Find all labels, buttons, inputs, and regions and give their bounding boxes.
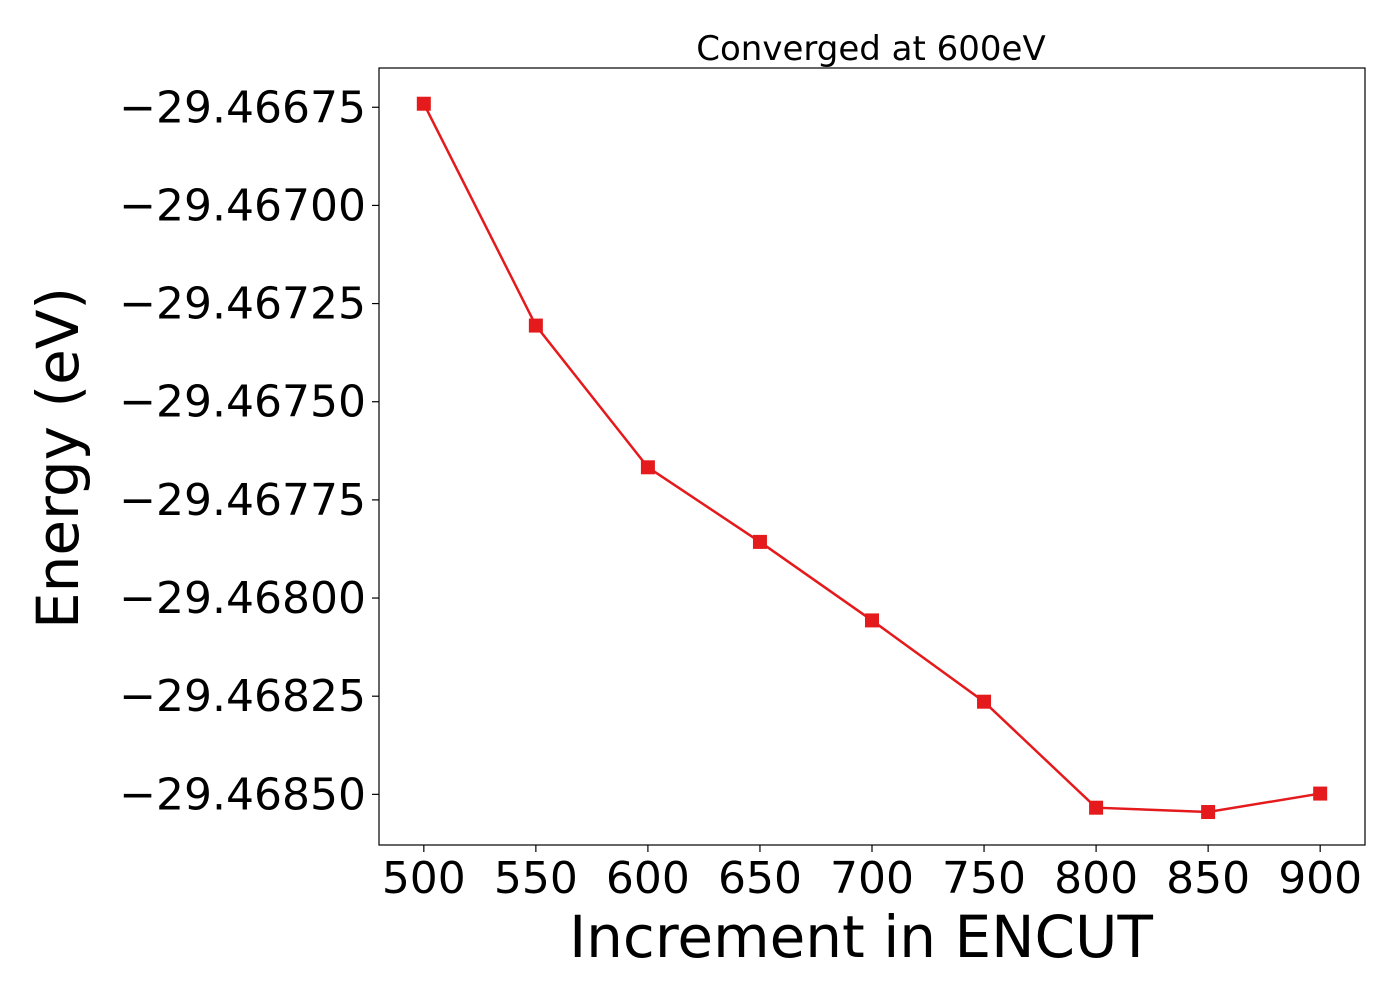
data-point-marker xyxy=(640,460,655,475)
x-tick-label: 900 xyxy=(1278,853,1362,904)
series-layer xyxy=(416,96,1328,820)
y-axis-title: Energy (eV) xyxy=(24,287,92,629)
y-tick-label: −29.46750 xyxy=(119,377,366,428)
data-point-marker xyxy=(416,96,431,111)
x-tick-label: 700 xyxy=(830,853,914,904)
data-point-marker xyxy=(1089,800,1104,815)
y-axis-ticks: −29.46675 −29.46700 −29.46725 −29.46750 −29.… xyxy=(119,82,379,820)
y-tick-label: −29.46800 xyxy=(119,573,366,624)
x-axis-ticks: 500 550 600 650 700 750 800 850 900 xyxy=(382,845,1362,904)
y-tick-label: −29.46700 xyxy=(119,180,366,231)
data-point-marker xyxy=(1201,805,1216,820)
y-tick-label: −29.46675 xyxy=(119,82,366,133)
x-tick-label: 750 xyxy=(942,853,1026,904)
y-tick-label: −29.46850 xyxy=(119,769,366,820)
x-tick-label: 550 xyxy=(494,853,578,904)
x-tick-label: 800 xyxy=(1054,853,1138,904)
data-point-marker xyxy=(865,613,879,628)
plot-area-frame xyxy=(378,67,1366,846)
x-axis-title: Increment in ENCUT xyxy=(569,903,1153,971)
x-tick-label: 650 xyxy=(718,853,802,904)
data-point-marker xyxy=(752,534,767,549)
data-point-marker xyxy=(1313,786,1328,801)
y-tick-label: −29.46725 xyxy=(119,279,366,330)
x-tick-label: 600 xyxy=(606,853,690,904)
data-point-marker xyxy=(977,694,992,709)
x-tick-label: 500 xyxy=(382,853,466,904)
chart-title: Converged at 600eV xyxy=(696,29,1045,69)
series-line xyxy=(422,103,1321,814)
y-tick-label: −29.46825 xyxy=(119,671,366,722)
x-tick-label: 850 xyxy=(1166,853,1250,904)
data-point-marker xyxy=(528,318,543,333)
y-tick-label: −29.46775 xyxy=(119,475,366,526)
